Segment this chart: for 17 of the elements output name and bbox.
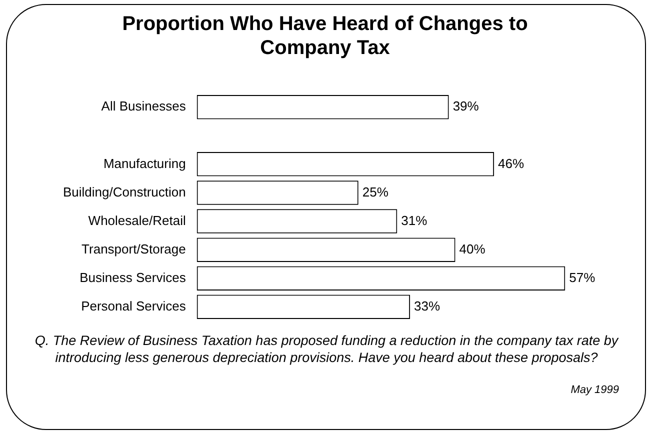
y-tick-label: All Businesses xyxy=(101,98,186,114)
chart-title: Proportion Who Have Heard of Changes to Company Tax xyxy=(121,12,529,60)
data-label: 40% xyxy=(459,241,486,256)
data-label: 57% xyxy=(569,270,596,285)
data-label: 25% xyxy=(362,184,389,200)
y-tick-label: Wholesale/Retail xyxy=(88,212,186,228)
data-label: 39% xyxy=(452,98,480,114)
data-label: 46% xyxy=(498,156,525,171)
data-label: 33% xyxy=(414,298,441,314)
y-tick-label: Business Services xyxy=(80,270,186,285)
y-tick-label: Transport/Storage xyxy=(82,241,186,256)
y-tick-label: Building/Construction xyxy=(62,184,186,200)
text: May 1999 xyxy=(570,383,620,398)
y-tick-label: Personal Services xyxy=(81,298,186,314)
y-tick-label: Manufacturing xyxy=(103,156,186,171)
text: Q. The Review of Business Taxation has proposed funding a reduction in the company tax rate by introducing less generous depreciation provisions. Have you heard about these proposals? xyxy=(34,332,620,366)
data-label: 31% xyxy=(401,212,428,228)
